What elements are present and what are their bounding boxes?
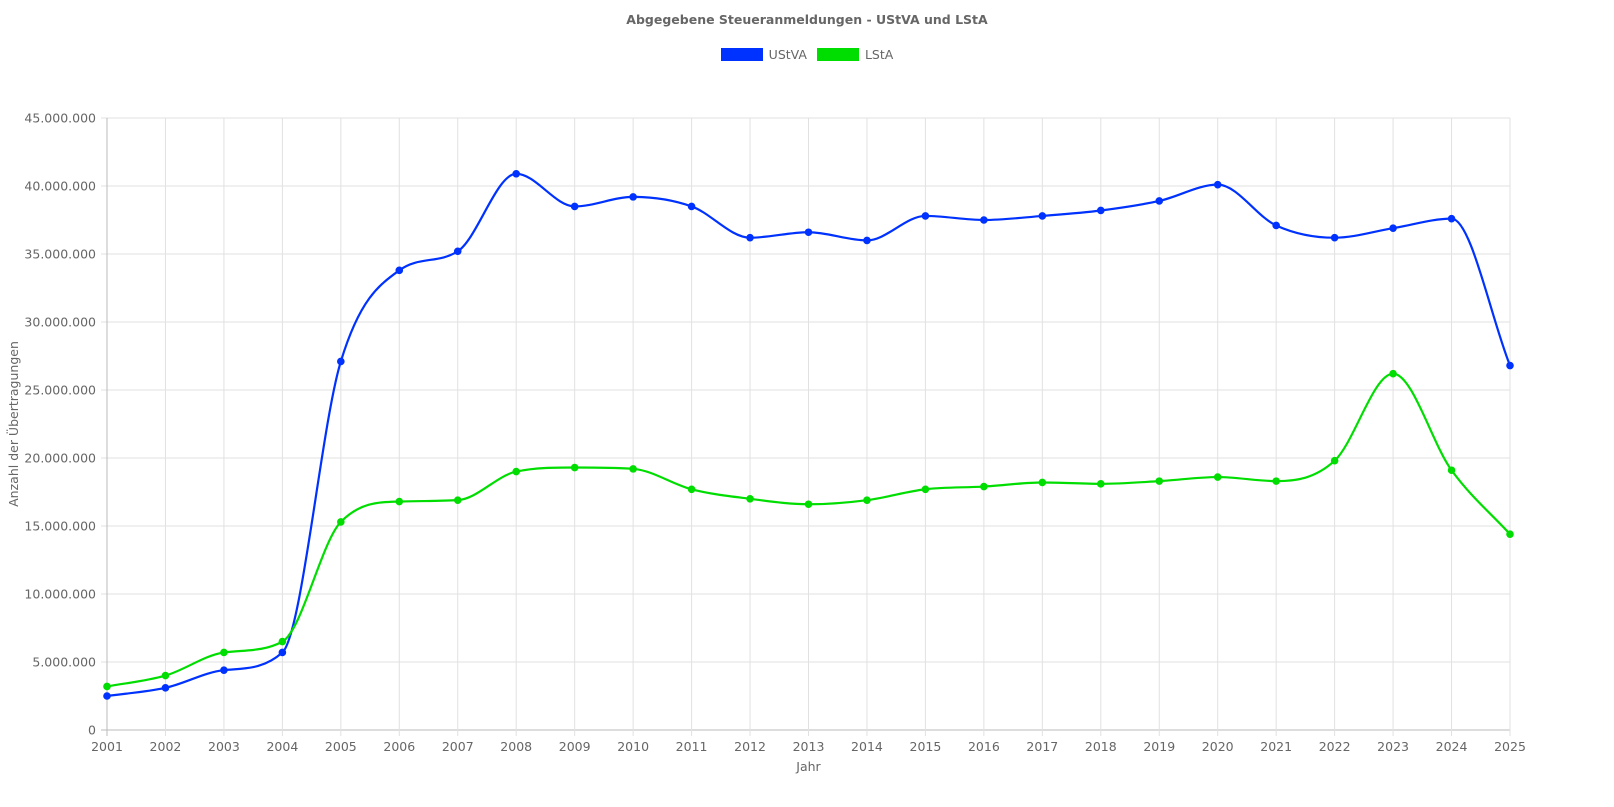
y-tick-label: 35.000.000 bbox=[24, 247, 96, 262]
x-tick-label: 2003 bbox=[208, 739, 240, 754]
y-tick-label: 10.000.000 bbox=[24, 587, 96, 602]
x-tick-label: 2001 bbox=[91, 739, 123, 754]
x-tick-label: 2014 bbox=[851, 739, 883, 754]
data-point-ustva[interactable] bbox=[220, 666, 228, 674]
data-point-lsta[interactable] bbox=[1155, 477, 1164, 485]
data-point-ustva[interactable] bbox=[1330, 233, 1339, 242]
data-point-lsta[interactable] bbox=[1272, 477, 1280, 485]
data-point-ustva[interactable] bbox=[746, 233, 754, 242]
legend: UStVA LStA bbox=[0, 47, 1614, 62]
data-point-ustva[interactable] bbox=[278, 648, 287, 657]
x-tick-label: 2024 bbox=[1436, 739, 1468, 754]
data-point-lsta[interactable] bbox=[1330, 456, 1339, 465]
x-tick-label: 2021 bbox=[1260, 739, 1292, 754]
x-tick-label: 2010 bbox=[617, 739, 649, 754]
data-point-lsta[interactable] bbox=[1096, 480, 1105, 488]
legend-label-lsta: LStA bbox=[864, 47, 894, 62]
data-point-lsta[interactable] bbox=[746, 495, 754, 503]
x-tick-label: 2016 bbox=[968, 739, 1000, 754]
data-points bbox=[103, 169, 1514, 700]
data-point-lsta[interactable] bbox=[1038, 478, 1047, 487]
x-tick-label: 2009 bbox=[559, 739, 591, 754]
data-point-ustva[interactable] bbox=[453, 247, 462, 256]
x-tick-label: 2006 bbox=[383, 739, 415, 754]
data-point-ustva[interactable] bbox=[1447, 214, 1456, 223]
y-tick-label: 25.000.000 bbox=[24, 383, 96, 398]
data-point-ustva[interactable] bbox=[1213, 180, 1222, 189]
x-tick-label: 2008 bbox=[500, 739, 532, 754]
legend-swatch-lsta bbox=[816, 48, 859, 61]
y-tick-label: 30.000.000 bbox=[24, 315, 96, 330]
y-axis-title: Anzahl der Übertragungen bbox=[5, 341, 21, 507]
data-point-ustva[interactable] bbox=[1506, 361, 1514, 370]
x-tick-label: 2019 bbox=[1143, 739, 1175, 754]
x-tick-label: 2011 bbox=[676, 739, 708, 754]
data-point-ustva[interactable] bbox=[570, 202, 579, 211]
data-point-ustva[interactable] bbox=[1389, 224, 1397, 232]
x-tick-label: 2018 bbox=[1085, 739, 1117, 754]
x-tick-label: 2002 bbox=[150, 739, 182, 754]
data-point-lsta[interactable] bbox=[1506, 530, 1514, 538]
data-point-ustva[interactable] bbox=[103, 692, 111, 700]
data-point-ustva[interactable] bbox=[1272, 221, 1280, 230]
legend-swatch-ustva bbox=[720, 48, 763, 61]
x-tick-label: 2004 bbox=[266, 739, 298, 754]
y-tick-label: 0 bbox=[88, 723, 96, 738]
data-point-lsta[interactable] bbox=[921, 485, 930, 494]
x-tick-label: 2007 bbox=[442, 739, 474, 754]
data-point-lsta[interactable] bbox=[629, 465, 637, 473]
data-point-lsta[interactable] bbox=[395, 497, 404, 506]
data-point-lsta[interactable] bbox=[804, 500, 813, 509]
data-point-ustva[interactable] bbox=[980, 216, 988, 224]
data-point-ustva[interactable] bbox=[629, 193, 637, 201]
x-axis-title: Jahr bbox=[795, 759, 821, 774]
data-point-ustva[interactable] bbox=[687, 202, 696, 211]
data-point-lsta[interactable] bbox=[278, 637, 287, 646]
x-tick-label: 2017 bbox=[1026, 739, 1058, 754]
x-tick-label: 2012 bbox=[734, 739, 766, 754]
data-point-ustva[interactable] bbox=[1155, 197, 1164, 205]
data-point-lsta[interactable] bbox=[1447, 466, 1456, 475]
data-point-lsta[interactable] bbox=[103, 682, 111, 691]
data-point-ustva[interactable] bbox=[161, 684, 170, 692]
data-point-lsta[interactable] bbox=[512, 467, 521, 476]
data-point-lsta[interactable] bbox=[220, 648, 228, 657]
data-point-lsta[interactable] bbox=[570, 463, 579, 472]
y-tick-label: 20.000.000 bbox=[24, 451, 96, 466]
data-point-ustva[interactable] bbox=[1096, 206, 1105, 215]
x-tick-label: 2023 bbox=[1377, 739, 1409, 754]
x-tick-label: 2020 bbox=[1202, 739, 1234, 754]
data-point-lsta[interactable] bbox=[980, 482, 988, 491]
gridlines bbox=[101, 117, 1511, 736]
data-point-ustva[interactable] bbox=[395, 266, 404, 275]
data-point-lsta[interactable] bbox=[337, 518, 345, 526]
chart-title: Abgegebene Steueranmeldungen - UStVA und… bbox=[626, 12, 988, 27]
data-point-lsta[interactable] bbox=[863, 496, 871, 504]
data-point-lsta[interactable] bbox=[1389, 369, 1397, 378]
y-tick-label: 15.000.000 bbox=[24, 519, 96, 534]
data-point-lsta[interactable] bbox=[161, 671, 170, 680]
data-point-ustva[interactable] bbox=[921, 212, 930, 220]
y-tick-label: 40.000.000 bbox=[24, 179, 96, 194]
data-point-lsta[interactable] bbox=[453, 496, 462, 504]
x-tick-label: 2015 bbox=[910, 739, 942, 754]
data-point-ustva[interactable] bbox=[863, 236, 871, 245]
legend-label-ustva: UStVA bbox=[768, 47, 807, 62]
data-point-ustva[interactable] bbox=[512, 169, 521, 178]
x-tick-label: 2005 bbox=[325, 739, 357, 754]
data-point-lsta[interactable] bbox=[1213, 473, 1222, 481]
y-tick-label: 45.000.000 bbox=[24, 111, 96, 126]
x-tick-label: 2025 bbox=[1494, 739, 1526, 754]
y-tick-label: 5.000.000 bbox=[32, 655, 96, 670]
legend-item-ustva[interactable]: UStVA bbox=[720, 47, 807, 62]
data-point-ustva[interactable] bbox=[804, 228, 813, 237]
data-point-ustva[interactable] bbox=[337, 357, 345, 366]
data-point-ustva[interactable] bbox=[1038, 212, 1047, 220]
x-tick-label: 2022 bbox=[1319, 739, 1351, 754]
x-tick-label: 2013 bbox=[793, 739, 825, 754]
legend-item-lsta[interactable]: LStA bbox=[816, 47, 894, 62]
data-point-lsta[interactable] bbox=[687, 485, 696, 494]
axes: 0 5.000.000 10.000.000 15.000.000 20.000.000… bbox=[24, 111, 1525, 755]
